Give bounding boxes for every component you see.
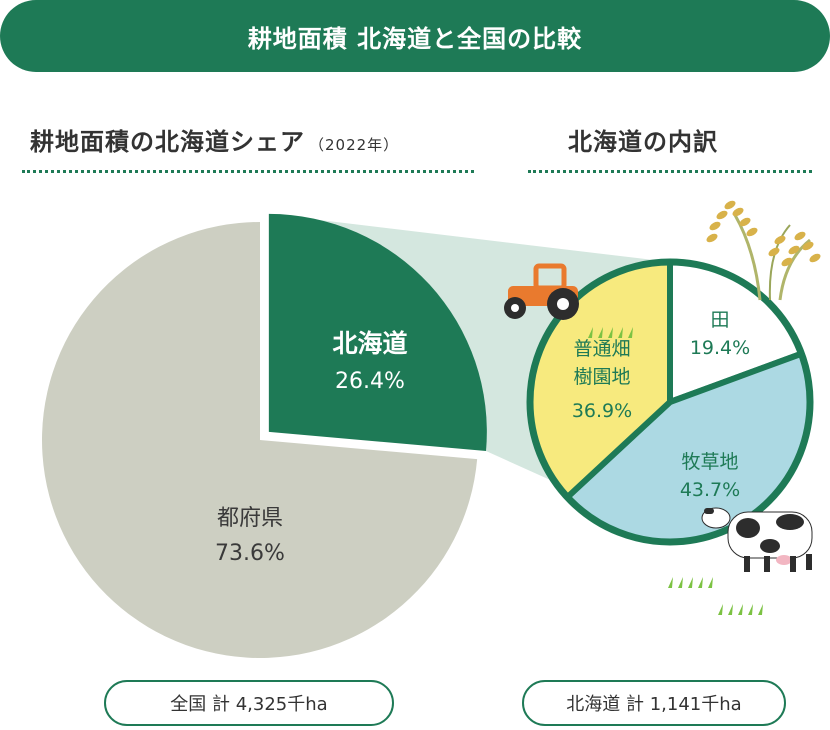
grass-blade bbox=[588, 327, 593, 338]
label-pasture-value: 43.7% bbox=[680, 479, 740, 501]
cow-spot bbox=[776, 514, 804, 530]
rice-grain bbox=[732, 207, 744, 217]
grass-blade bbox=[758, 604, 763, 615]
grass-blade bbox=[748, 604, 753, 615]
grass-icon bbox=[588, 327, 633, 338]
rice-grain bbox=[709, 221, 721, 231]
cow-leg bbox=[744, 556, 750, 572]
cow-ear bbox=[704, 508, 714, 514]
grass-blade bbox=[608, 327, 613, 338]
cow-icon bbox=[701, 507, 813, 572]
rice-grain bbox=[739, 217, 751, 227]
grass-blade bbox=[698, 577, 703, 588]
rice-grain bbox=[746, 227, 758, 237]
right-section-title: 北海道の内訳 bbox=[568, 128, 718, 156]
grass-blade bbox=[708, 577, 713, 588]
cow-leg bbox=[790, 556, 796, 572]
tractor-rear-hub bbox=[557, 298, 569, 310]
tractor-icon bbox=[504, 263, 579, 320]
label-field-name-line2: 樹園地 bbox=[573, 366, 630, 388]
grass-icon bbox=[718, 604, 763, 615]
cow-leg bbox=[764, 556, 770, 572]
grass-blade bbox=[718, 604, 723, 615]
rice-grain bbox=[724, 200, 736, 210]
rice-stem bbox=[733, 214, 762, 301]
hokkaido-total-badge: 北海道 計 1,141千ha bbox=[522, 680, 786, 726]
pie-slice-hokkaido bbox=[268, 213, 487, 452]
label-prefectures-value: 73.6% bbox=[215, 541, 285, 566]
label-field-value: 36.9% bbox=[572, 400, 632, 422]
grass-blade bbox=[618, 327, 623, 338]
rice-leaf bbox=[768, 224, 791, 301]
left-title-divider bbox=[22, 170, 474, 173]
grass-blade bbox=[688, 577, 693, 588]
grass-blade bbox=[678, 577, 683, 588]
grass-blade bbox=[628, 327, 633, 338]
cow-udder bbox=[776, 555, 792, 565]
rice-grain bbox=[788, 245, 800, 255]
left-title-year: （2022年） bbox=[309, 136, 400, 154]
label-pasture-name: 牧草地 bbox=[681, 451, 738, 473]
rice-grain bbox=[794, 231, 806, 241]
cow-leg bbox=[806, 554, 812, 570]
label-field-name-line1: 普通畑 bbox=[573, 338, 630, 360]
label-hokkaido-name: 北海道 bbox=[332, 329, 407, 358]
label-paddy-name: 田 bbox=[710, 309, 729, 331]
tractor-front-hub bbox=[511, 304, 519, 312]
national-total-badge: 全国 計 4,325千ha bbox=[104, 680, 394, 726]
rice-plant-icon bbox=[706, 200, 821, 301]
cow-spot bbox=[736, 518, 760, 538]
left-section-title: 耕地面積の北海道シェア （2022年） bbox=[30, 122, 399, 157]
header-title: 耕地面積 北海道と全国の比較 bbox=[0, 0, 830, 72]
right-title-divider bbox=[528, 170, 812, 173]
left-title-text: 耕地面積の北海道シェア bbox=[30, 128, 305, 156]
grass-blade bbox=[728, 604, 733, 615]
label-paddy-value: 19.4% bbox=[690, 337, 750, 359]
label-prefectures-name: 都府県 bbox=[217, 506, 283, 531]
grass-icon bbox=[668, 577, 713, 588]
rice-grain bbox=[774, 235, 786, 245]
grass-blade bbox=[668, 577, 673, 588]
grass-blade bbox=[738, 604, 743, 615]
grass-blade bbox=[598, 327, 603, 338]
cow-spot bbox=[760, 539, 780, 553]
rice-grain bbox=[809, 253, 821, 263]
rice-grain bbox=[716, 210, 728, 220]
rice-grain bbox=[802, 241, 814, 251]
pie-slice-prefectures bbox=[42, 222, 478, 658]
breakdown-pie-outline bbox=[526, 258, 814, 546]
rice-grain bbox=[706, 233, 718, 243]
rice-grain bbox=[781, 257, 793, 267]
rice-grain bbox=[768, 247, 780, 257]
label-hokkaido-value: 26.4% bbox=[335, 369, 405, 394]
